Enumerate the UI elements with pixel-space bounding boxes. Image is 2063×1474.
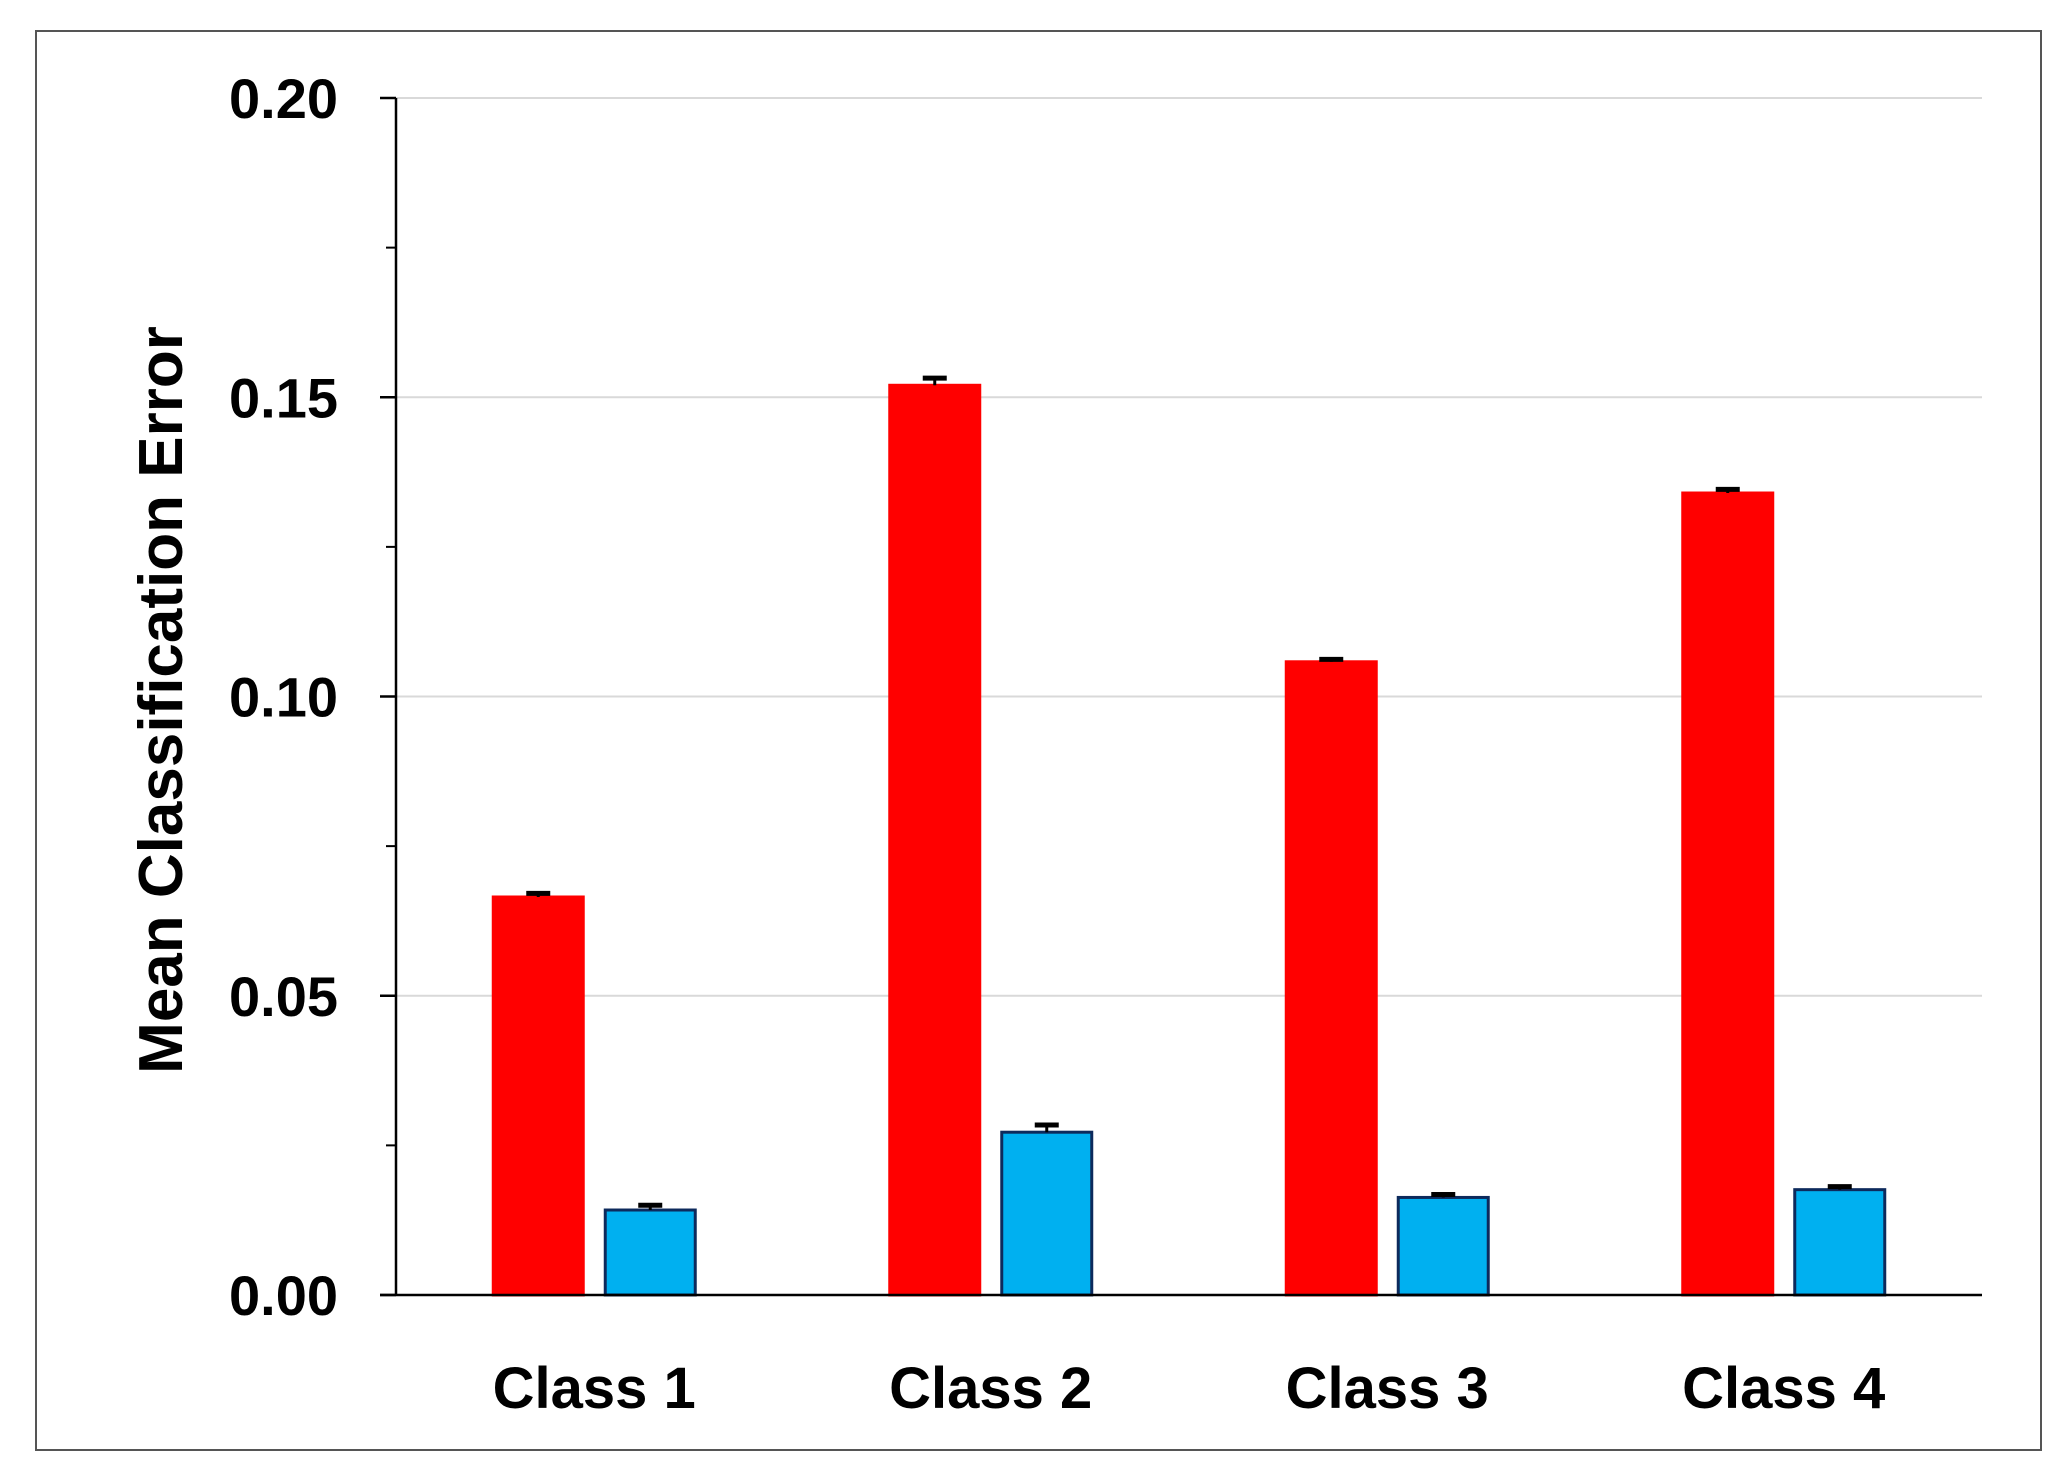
- y-tick-label-4: 0.20: [229, 67, 338, 130]
- x-tick-label-3: Class 3: [1286, 1356, 1489, 1421]
- y-tick-label-3: 0.15: [229, 366, 338, 429]
- bar-s2-3: [1396, 1195, 1490, 1297]
- axes: [380, 96, 1982, 1297]
- bar-s1-4: [1681, 491, 1775, 1297]
- x-tick-label-4: Class 4: [1682, 1356, 1885, 1421]
- bar-s2-2: [1000, 1130, 1094, 1297]
- y-tick-label-0: 0.00: [229, 1264, 338, 1327]
- bar-s2-4: [1793, 1188, 1887, 1297]
- x-tick-label-2: Class 2: [889, 1356, 1092, 1421]
- x-tick-label-1: Class 1: [493, 1356, 696, 1421]
- bar-s1-1: [491, 895, 585, 1297]
- bar-s2-1: [603, 1208, 697, 1297]
- bar-s1-2: [888, 383, 982, 1297]
- bar-s1-3: [1284, 660, 1378, 1297]
- y-axis-label: Mean Classification Error: [127, 326, 196, 1074]
- tick-labels: Class 1 Class 2 Class 3 Class 4 0.00 0.05 0.10…: [229, 67, 1885, 1421]
- y-tick-label-2: 0.10: [229, 666, 338, 729]
- y-tick-label-1: 0.05: [229, 965, 338, 1028]
